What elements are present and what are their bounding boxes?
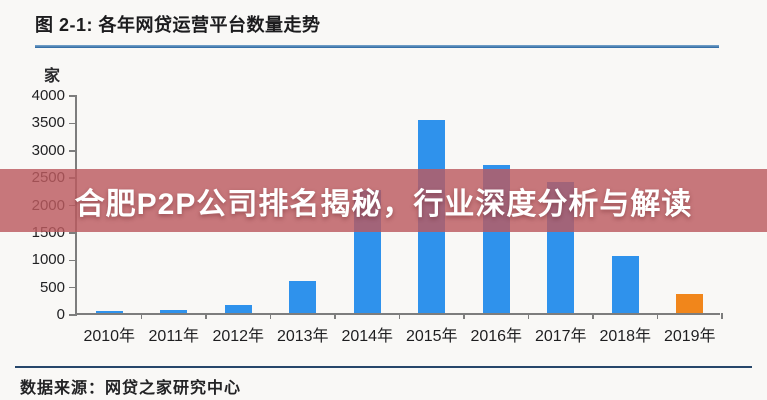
bar-2018 (611, 255, 639, 313)
x-axis-label-2011: 2011年 (148, 328, 199, 345)
y-axis-tick-label: 0 (56, 306, 65, 323)
bar-2019 (676, 294, 704, 313)
x-axis-tick (592, 313, 594, 319)
y-axis-tick (69, 150, 77, 152)
watermark-banner: 合肥P2P公司排名揭秘，行业深度分析与解读 (0, 169, 767, 232)
x-axis-label-2010: 2010年 (83, 328, 136, 345)
y-axis-tick-label: 3000 (31, 141, 65, 159)
data-source-label: 数据来源：网贷之家研究中心 (20, 380, 242, 397)
y-axis-tick (69, 259, 77, 261)
x-axis-tick (269, 313, 272, 319)
x-axis-tick (721, 313, 723, 319)
bar-2010 (95, 311, 123, 313)
y-axis-unit-label: 家 (44, 68, 61, 85)
x-axis-label-2013: 2013年 (276, 328, 329, 345)
title-divider-line (35, 45, 719, 48)
x-axis-tick (334, 313, 336, 319)
x-axis-tick (205, 313, 207, 319)
x-axis-tick (463, 313, 465, 319)
x-axis-label-2019: 2019年 (663, 328, 716, 345)
chart-title: 图 2-1: 各年网贷运营平台数量走势 (35, 15, 321, 35)
bar-2011 (160, 309, 188, 313)
y-axis-tick (69, 122, 77, 125)
x-axis-label-2014: 2014年 (341, 328, 394, 345)
x-axis-label-2018: 2018年 (599, 328, 652, 345)
y-axis-tick (69, 286, 77, 289)
y-axis-tick-label: 1000 (31, 251, 65, 269)
footer-divider-line (15, 366, 752, 368)
y-axis-tick-label: 4000 (31, 87, 65, 104)
bar-2012 (224, 304, 252, 313)
y-axis-tick (69, 232, 77, 234)
y-axis-tick-label: 500 (39, 278, 65, 296)
x-axis-tick (140, 313, 143, 319)
x-axis-label-2015: 2015年 (405, 328, 458, 345)
bar-2013 (289, 281, 317, 313)
x-axis-tick (656, 313, 659, 319)
x-axis-label-2017: 2017年 (534, 328, 587, 345)
watermark-text: 合肥P2P公司排名揭秘，行业深度分析与解读 (74, 187, 693, 221)
x-axis-label-2012: 2012年 (212, 328, 265, 345)
y-axis-tick (69, 95, 77, 97)
y-axis-tick-label: 3500 (31, 114, 65, 132)
y-axis-tick (69, 314, 77, 316)
x-axis-label-2016: 2016年 (470, 328, 523, 345)
x-axis-tick (527, 313, 530, 319)
x-axis-tick (398, 313, 401, 319)
